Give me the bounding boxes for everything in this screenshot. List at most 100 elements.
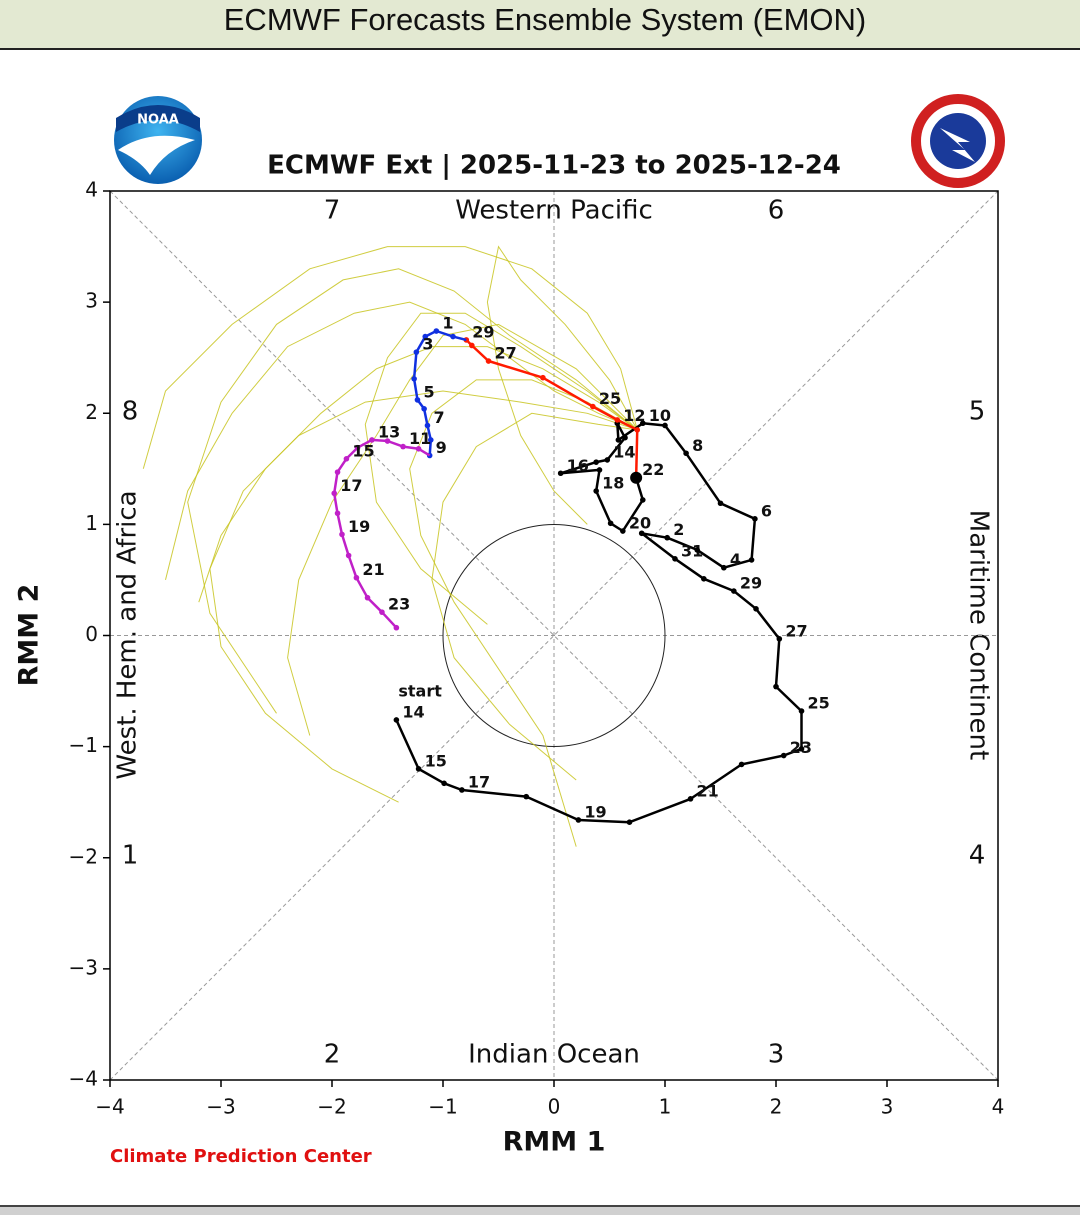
track-point <box>393 624 400 631</box>
track-point <box>604 457 611 463</box>
track-point <box>614 417 621 423</box>
point-label: 3 <box>422 335 433 354</box>
x-axis-label: RMM 1 <box>503 1127 606 1158</box>
ensemble-group <box>142 245 638 847</box>
track-point <box>540 374 546 381</box>
ensemble-line <box>142 246 638 469</box>
unit-circle <box>442 524 666 747</box>
point-label: 6 <box>761 501 772 520</box>
track-point <box>523 793 530 800</box>
y-tick-label: 3 <box>85 289 98 313</box>
point-label: 9 <box>436 438 447 457</box>
track-point <box>343 456 350 462</box>
track-point <box>345 552 352 559</box>
ensemble-line <box>209 390 638 803</box>
point-label: 4 <box>730 550 741 569</box>
point-label: 31 <box>681 541 703 560</box>
point-label: 2 <box>673 520 684 539</box>
track-point <box>694 547 700 553</box>
y-tick-label: −3 <box>69 955 98 979</box>
point-label: 18 <box>602 474 624 493</box>
ensemble-line <box>187 268 638 714</box>
y-tick-label: 1 <box>85 511 98 535</box>
track-connector <box>634 429 639 478</box>
track-point <box>662 422 668 429</box>
ensemble-line <box>409 379 638 847</box>
credit: Climate Prediction Center <box>110 1146 372 1167</box>
track-point <box>422 333 429 340</box>
ensemble-line <box>198 346 638 603</box>
y-tick-label: 0 <box>85 622 98 646</box>
phase-label: 4 <box>969 841 986 871</box>
track-point <box>752 516 758 522</box>
ensemble-line <box>287 323 638 736</box>
point-label: 7 <box>433 408 444 427</box>
point-label: 19 <box>348 517 370 536</box>
track-point <box>334 510 341 517</box>
track-point <box>427 437 434 443</box>
y-tick-label: −1 <box>69 733 98 757</box>
track-point <box>672 556 678 562</box>
phase-label: 6 <box>768 196 785 226</box>
point-label: 29 <box>740 574 762 593</box>
point-label: 19 <box>584 802 606 821</box>
track-point <box>415 766 422 772</box>
track-point <box>364 594 371 601</box>
track-point <box>622 434 628 441</box>
track-point <box>469 342 475 349</box>
track-point <box>593 488 599 494</box>
x-tick-label: −1 <box>428 1095 457 1119</box>
phase-label: 7 <box>324 196 341 226</box>
track-point <box>634 427 641 433</box>
track-point <box>753 606 759 612</box>
track-point <box>731 588 737 594</box>
point-label: 8 <box>692 436 703 455</box>
phase-label: 8 <box>122 397 139 427</box>
phase-label: 1 <box>122 841 139 871</box>
track-point <box>593 459 599 465</box>
point-label: 21 <box>362 560 384 579</box>
track-point <box>575 817 582 823</box>
track-point <box>414 397 421 403</box>
point-label: 17 <box>468 772 490 791</box>
track-point <box>353 574 360 581</box>
point-label: 14 <box>613 442 635 461</box>
track-point <box>369 437 375 443</box>
x-tick-label: 4 <box>992 1095 1005 1119</box>
noaa-logo: NOAA <box>114 96 202 184</box>
y-tick-label: 4 <box>85 178 98 202</box>
track-point <box>384 438 391 444</box>
track-point <box>638 530 645 537</box>
track-point <box>780 752 787 759</box>
footer-bar <box>0 1206 1080 1215</box>
point-label: 11 <box>409 429 431 448</box>
logo-text: NOAA <box>137 113 179 128</box>
track-point <box>485 358 492 364</box>
track-line <box>412 329 454 456</box>
track-point <box>798 708 805 714</box>
header-bar <box>0 0 1080 48</box>
track-point <box>738 761 745 768</box>
y-tick-label: 2 <box>85 400 98 424</box>
start-label: start <box>398 681 442 700</box>
x-tick-label: 1 <box>659 1095 672 1119</box>
track-point <box>413 349 420 355</box>
track-point <box>354 444 361 451</box>
point-label: 14 <box>402 702 424 721</box>
header-title: ECMWF Forecasts Ensemble System (EMON) <box>224 2 866 37</box>
track-point <box>459 787 465 793</box>
track-point <box>393 717 400 723</box>
plot-frame <box>109 190 999 1081</box>
track-point <box>717 500 724 507</box>
track-point <box>615 437 622 443</box>
track-point <box>748 557 755 563</box>
x-tick-label: 3 <box>881 1095 894 1119</box>
track-point <box>339 531 345 538</box>
point-label: 25 <box>808 694 830 713</box>
track-point <box>596 467 603 473</box>
track-point <box>798 746 805 752</box>
ensemble-line <box>486 245 638 525</box>
track-point <box>701 576 707 582</box>
